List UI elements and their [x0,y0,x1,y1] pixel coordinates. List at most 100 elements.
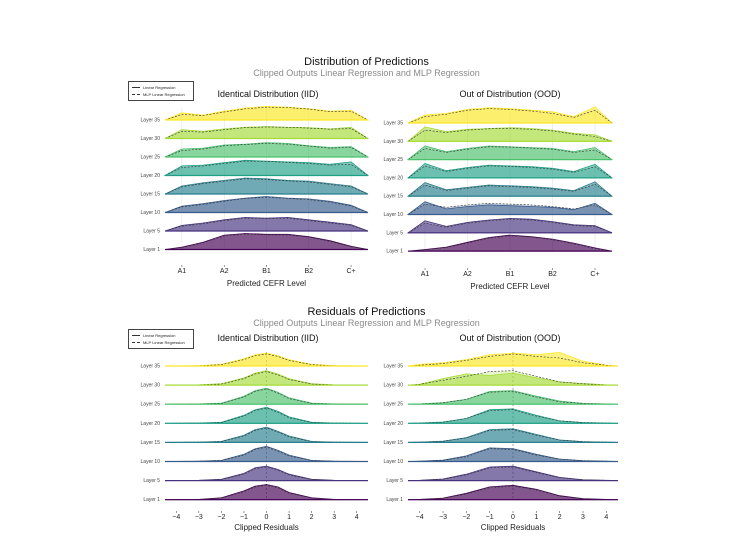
ridge-mlp-layer-20 [407,409,619,424]
legend-label-mlp: MLP Linear Regression [143,91,185,97]
ridge-mlp-layer-30 [164,126,369,139]
layer-label: Layer 5 [143,229,160,235]
ridge-mlp-layer-5 [407,466,619,481]
ridge-mlp-layer-15 [164,178,369,195]
layer-label: Layer 25 [141,402,161,408]
layer-label: Layer 5 [143,478,160,484]
layer-label: Layer 20 [384,421,404,427]
ridge-linear-layer-1 [164,233,369,250]
x-tick-label: B1 [506,271,515,278]
x-tick-label: 4 [355,514,359,521]
ridge-linear-layer-15 [406,181,614,197]
ridge-linear-layer-5 [164,216,369,232]
x-tick-label: A2 [220,268,229,275]
layer-label: Layer 30 [384,139,404,145]
x-tick-label: B2 [305,268,314,275]
layer-label: Layer 25 [141,155,161,161]
layer-label: Layer 20 [384,175,404,181]
ridge-linear-layer-25 [406,145,614,160]
x-tick-label: 4 [604,514,608,521]
layer-label: Layer 1 [386,249,403,255]
distribution-legend: Linear Regression MLP Linear Regression [128,81,194,101]
ridge-mlp-layer-35 [407,108,613,124]
layer-label: Layer 10 [141,210,161,216]
legend-label-linear: Linear Regression [143,84,176,90]
legend-dashed-line [132,93,140,95]
ridge-mlp-layer-1 [407,485,619,500]
ridge-linear-layer-10 [164,196,369,213]
ridge-linear-layer-1 [407,234,613,252]
ridge-mlp-layer-35 [407,353,619,367]
ridge-linear-layer-30 [406,126,613,142]
layer-label: Layer 15 [141,440,161,446]
ridge-mlp-layer-20 [164,407,369,424]
ridge-linear-layer-25 [164,142,370,158]
layer-label: Layer 30 [141,383,161,389]
ridge-mlp-layer-30 [407,128,613,142]
x-tick-label: 2 [558,514,562,521]
ridge-mlp-layer-1 [164,233,369,250]
layer-label: Layer 1 [386,497,403,503]
ridge-mlp-layer-30 [164,371,369,386]
ridge-linear-layer-20 [406,163,614,179]
legend-label-linear: Linear Regression [143,332,176,338]
ridge-mlp-layer-10 [407,448,619,462]
x-tick-label: 0 [265,514,269,521]
x-tick-label: 3 [332,514,336,521]
panel-title-dist-ood: Out of Distribution (OOD) [459,89,561,99]
x-tick-label: A1 [178,268,187,275]
residuals-legend: Linear Regression MLP Linear Regression [128,329,194,349]
ridge-mlp-layer-15 [407,183,613,197]
ridge-mlp-layer-10 [407,202,613,215]
legend-solid-line [132,86,140,88]
layer-label: Layer 35 [141,364,161,370]
layer-label: Layer 15 [384,440,404,446]
layer-label: Layer 20 [141,421,161,427]
x-tick-label: A2 [463,271,472,278]
x-axis-label: Clipped Residuals [234,523,298,532]
x-tick-label: 3 [581,514,585,521]
ridge-mlp-layer-25 [407,391,619,405]
ridge-mlp-layer-20 [407,165,613,179]
ridge-linear-layer-35 [407,351,619,367]
x-tick-label: −2 [462,514,470,521]
panel-title-dist-iid: Identical Distribution (IID) [217,89,319,99]
x-tick-label: C+ [590,271,599,278]
x-tick-label: 0 [511,514,515,521]
distribution-subtitle: Clipped Outputs Linear Regression and ML… [253,68,480,78]
x-tick-label: 2 [310,514,314,521]
ridge-mlp-layer-35 [164,106,369,121]
legend-solid-line [132,334,140,336]
x-tick-label: A1 [421,271,430,278]
layer-label: Layer 25 [384,157,404,163]
x-tick-label: 1 [534,514,538,521]
residuals-subtitle: Clipped Outputs Linear Regression and ML… [253,318,480,328]
x-tick-label: −2 [217,514,225,521]
ridge-mlp-layer-5 [164,466,369,481]
layer-label: Layer 10 [384,459,404,465]
distribution-title: Distribution of Predictions [304,56,429,68]
ridge-mlp-layer-35 [164,353,369,367]
layer-label: Layer 20 [141,173,161,179]
layer-label: Layer 5 [386,478,403,484]
x-tick-label: −1 [486,514,494,521]
layer-label: Layer 5 [386,230,403,236]
ridge-mlp-layer-10 [164,446,369,462]
x-tick-label: −1 [240,514,248,521]
residuals-title: Residuals of Predictions [307,306,426,318]
ridge-mlp-layer-25 [164,143,369,158]
ridge-mlp-layer-10 [164,196,369,213]
x-axis-label: Predicted CEFR Level [470,282,549,291]
x-tick-label: −4 [416,514,424,521]
x-tick-label: B2 [548,271,557,278]
layer-label: Layer 10 [141,459,161,465]
ridge-mlp-layer-15 [407,429,619,443]
ridge-mlp-layer-1 [164,484,369,500]
x-tick-label: B1 [262,268,271,275]
x-axis-label: Clipped Residuals [481,523,545,532]
layer-label: Layer 35 [384,364,404,370]
ridge-mlp-layer-1 [407,235,613,252]
ridge-mlp-layer-25 [164,388,369,405]
layer-label: Layer 25 [384,402,404,408]
